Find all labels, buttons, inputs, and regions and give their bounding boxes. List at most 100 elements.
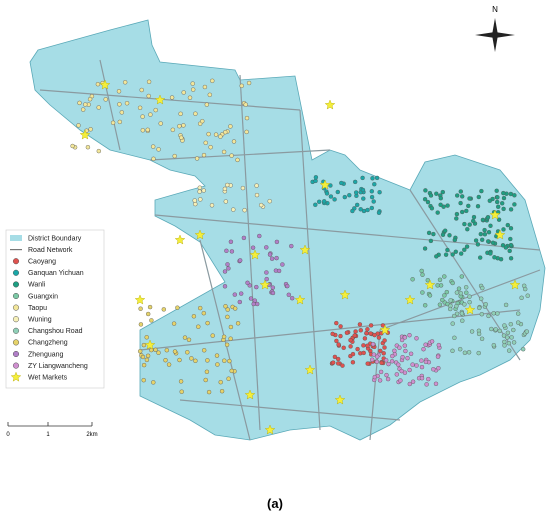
facility-point <box>374 359 380 364</box>
facility-point <box>153 107 158 113</box>
facility-point <box>224 248 229 254</box>
facility-point <box>119 110 125 115</box>
facility-point <box>197 185 203 190</box>
facility-point <box>206 389 212 395</box>
facility-point <box>436 366 441 371</box>
facility-point <box>469 329 475 334</box>
facility-point <box>400 355 405 360</box>
facility-point <box>70 143 75 149</box>
legend-swatch <box>12 269 20 276</box>
facility-point <box>407 381 412 387</box>
facility-point <box>231 207 236 212</box>
facility-point <box>140 354 146 360</box>
facility-point <box>232 292 238 297</box>
facility-point <box>361 196 366 201</box>
facility-point <box>196 324 201 329</box>
facility-point <box>324 191 330 196</box>
facility-point <box>358 207 363 212</box>
facility-point <box>245 280 250 285</box>
facility-point <box>389 359 395 364</box>
facility-point <box>206 131 211 137</box>
facility-point <box>384 358 389 363</box>
facility-point <box>270 285 275 290</box>
facility-point <box>221 334 227 339</box>
facility-point <box>137 105 143 111</box>
facility-point <box>150 144 156 149</box>
facility-point <box>148 112 153 117</box>
facility-point <box>226 376 231 381</box>
facility-point <box>390 353 395 359</box>
facility-point <box>208 144 213 150</box>
facility-point <box>313 202 318 208</box>
wet-market <box>154 94 166 105</box>
facility-point <box>397 345 402 350</box>
facility-point <box>372 374 377 380</box>
facility-point <box>377 378 383 383</box>
facility-point <box>239 83 244 89</box>
facility-point <box>235 321 241 326</box>
facility-point <box>442 293 447 298</box>
facility-point <box>408 351 414 356</box>
facility-point <box>462 247 467 253</box>
facility-point <box>440 297 445 303</box>
facility-point <box>505 222 510 228</box>
facility-point <box>375 354 380 359</box>
facility-point <box>486 313 491 319</box>
legend-label: Guangxin <box>28 293 58 300</box>
facility-point <box>198 197 203 202</box>
facility-point <box>191 314 197 319</box>
facility-point <box>440 232 446 238</box>
facility-point <box>493 327 498 332</box>
facility-point <box>443 228 448 233</box>
facility-point <box>222 358 227 363</box>
facility-point <box>187 95 193 100</box>
facility-point <box>424 382 429 387</box>
facility-point <box>158 121 163 126</box>
legend-label: Changshou Road <box>28 328 83 335</box>
facility-point <box>370 342 376 347</box>
wet-market <box>294 294 306 305</box>
facility-point <box>382 345 387 350</box>
facility-point <box>190 87 196 92</box>
facility-point <box>179 389 184 394</box>
facility-point <box>179 135 184 140</box>
facility-point <box>338 333 343 339</box>
facility-point <box>479 296 484 301</box>
facility-point <box>360 175 365 181</box>
facility-point <box>103 97 108 102</box>
legend-items: District Boundary Road Network Caoyang Ganq… <box>10 235 88 382</box>
facility-point <box>232 306 238 311</box>
facility-point <box>178 379 184 384</box>
district <box>29 19 546 441</box>
compass: N <box>475 5 515 52</box>
wet-market <box>144 339 156 350</box>
facility-point <box>80 107 86 112</box>
facility-point <box>502 323 507 328</box>
facility-point <box>328 183 333 188</box>
facility-point <box>200 118 205 124</box>
facility-point <box>471 218 476 224</box>
facility-point <box>228 336 233 341</box>
wet-market <box>379 324 391 335</box>
facility-point <box>508 256 514 261</box>
legend-label: Wuning <box>28 317 52 324</box>
facility-point <box>491 311 496 316</box>
facility-point <box>476 350 481 356</box>
facility-point <box>87 96 93 102</box>
facility-point <box>137 349 143 354</box>
facility-point <box>428 193 434 198</box>
facility-point <box>437 302 443 307</box>
facility-point <box>516 320 521 325</box>
facility-point <box>335 189 340 195</box>
wet-market <box>324 99 336 110</box>
facility-point <box>450 280 455 286</box>
facility-point <box>421 347 426 352</box>
facility-point <box>466 203 471 209</box>
facility-point <box>371 352 377 357</box>
facility-point <box>454 311 460 316</box>
facility-point <box>483 302 488 307</box>
facility-point <box>385 376 391 382</box>
facility-point <box>218 134 223 139</box>
facility-point <box>447 233 452 238</box>
facility-point <box>511 327 516 333</box>
